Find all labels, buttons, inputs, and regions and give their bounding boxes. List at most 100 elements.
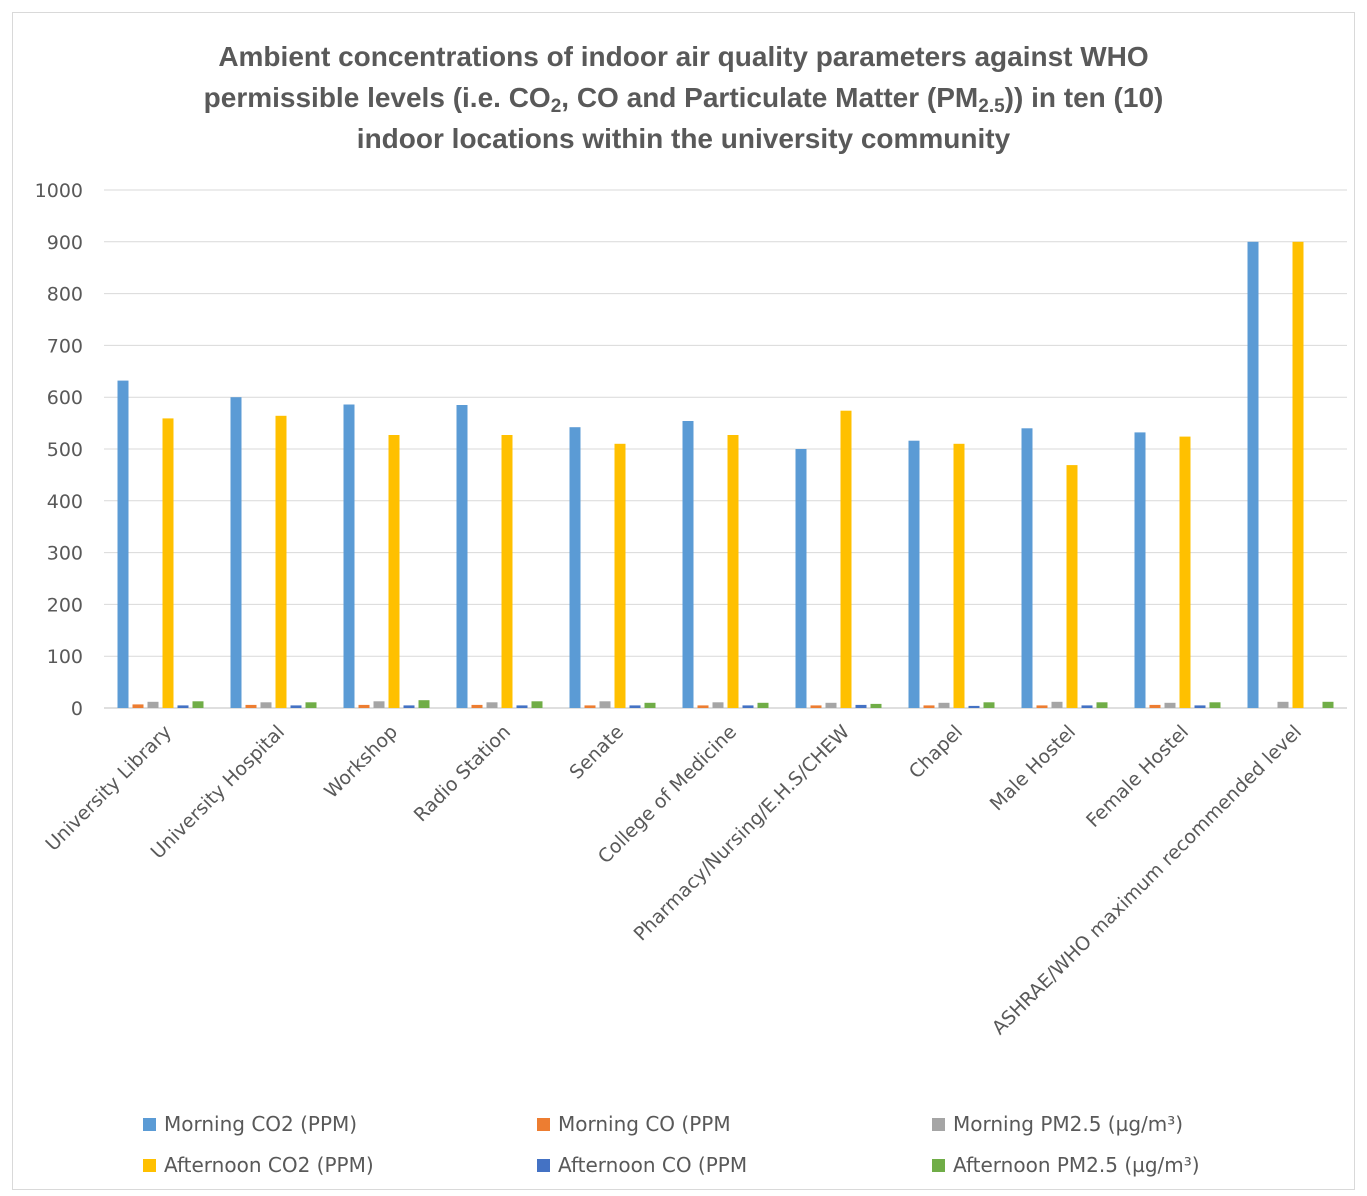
bar: [629, 705, 641, 708]
bar: [742, 705, 754, 708]
y-tick-label: 100: [47, 646, 83, 668]
bar: [1134, 432, 1146, 708]
legend-swatch: [932, 1158, 945, 1172]
y-tick-label: 900: [47, 232, 83, 254]
bar: [923, 705, 935, 708]
bar: [1164, 702, 1176, 708]
chart-title-line: permissible levels (i.e. CO2, CO and Par…: [0, 77, 1367, 118]
legend-swatch: [143, 1117, 156, 1131]
bar: [1209, 702, 1221, 708]
bar: [358, 704, 370, 708]
y-tick-label: 600: [47, 387, 83, 409]
bars: [117, 241, 1334, 709]
title-subscript: 2: [550, 96, 562, 117]
bar: [712, 702, 724, 708]
chart-title-line: indoor locations within the university c…: [0, 118, 1367, 159]
bar: [727, 435, 739, 708]
title-text: , CO and Particulate Matter (PM: [561, 82, 979, 113]
bar: [117, 380, 129, 708]
legend-label: Morning CO (PPM: [558, 1112, 731, 1136]
x-tick-label: Radio Station: [410, 721, 515, 826]
bar: [471, 704, 483, 708]
bar: [486, 702, 498, 708]
legend-swatch: [932, 1117, 945, 1131]
bar: [147, 701, 159, 708]
bar: [403, 705, 415, 708]
bar: [1036, 705, 1048, 708]
bar: [516, 705, 528, 708]
bar: [938, 702, 950, 708]
bar: [584, 705, 596, 708]
legend-label: Morning PM2.5 (µg/m³): [953, 1112, 1184, 1136]
bar: [1277, 701, 1289, 708]
y-axis-ticks: 0 100 200 300 400 500 600 700 800 900 1000: [35, 180, 83, 720]
legend-swatch: [537, 1158, 550, 1172]
title-text: )) in ten (10): [1004, 82, 1164, 113]
bar: [870, 703, 882, 708]
bar: [290, 705, 302, 708]
bar: [644, 702, 656, 708]
y-tick-label: 700: [47, 335, 83, 357]
bar: [305, 702, 317, 708]
bar: [795, 449, 807, 708]
bar: [697, 705, 709, 708]
x-tick-label: Female Hostel: [1082, 721, 1193, 832]
bar: [1247, 241, 1259, 709]
bar: [599, 701, 611, 708]
x-tick-label: Chapel: [905, 721, 967, 783]
bar: [1066, 465, 1078, 708]
bar: [855, 704, 867, 708]
bar: [373, 701, 385, 708]
bar: [531, 701, 543, 708]
y-tick-label: 800: [47, 284, 83, 306]
bar: [1292, 241, 1304, 709]
title-text: permissible levels (i.e. CO: [203, 82, 551, 113]
bar: [1051, 701, 1063, 708]
y-tick-label: 500: [47, 439, 83, 461]
bar: [275, 415, 287, 708]
bar: [983, 702, 995, 708]
bar: [343, 404, 355, 708]
legend-item: Morning PM2.5 (µg/m³): [932, 1112, 1183, 1136]
bar: [1194, 705, 1206, 708]
bar: [1179, 436, 1191, 708]
x-tick-label: University Library: [41, 721, 176, 856]
bar: [132, 704, 144, 708]
bar: [810, 705, 822, 708]
bar: [1096, 702, 1108, 708]
legend-item: Morning CO (PPM: [537, 1112, 731, 1136]
legend-label: Afternoon CO2 (PPM): [164, 1153, 374, 1177]
title-subscript: 2.5: [978, 96, 1005, 117]
x-tick-label: Workshop: [320, 721, 402, 803]
bar: [162, 418, 174, 708]
y-tick-label: 400: [47, 491, 83, 513]
bar: [1322, 701, 1334, 708]
gridlines: [104, 189, 1347, 709]
y-tick-label: 0: [71, 698, 83, 720]
legend-item: Afternoon CO (PPM: [537, 1153, 747, 1177]
legend-item: Afternoon PM2.5 (µg/m³): [932, 1153, 1200, 1177]
legend-label: Afternoon CO (PPM: [558, 1153, 748, 1177]
bar: [245, 704, 257, 708]
bar: [177, 705, 189, 708]
bar: [953, 443, 965, 708]
bar: [230, 397, 242, 708]
bar: [192, 701, 204, 708]
bar: [569, 427, 581, 708]
legend-swatch: [143, 1158, 156, 1172]
y-tick-label: 1000: [35, 180, 83, 202]
legend-swatch: [537, 1117, 550, 1131]
bar: [1021, 428, 1033, 708]
legend-item: Morning CO2 (PPM): [143, 1112, 357, 1136]
title-text: Ambient concentrations of indoor air qua…: [218, 41, 1149, 72]
chart-title: Ambient concentrations of indoor air qua…: [0, 36, 1367, 159]
bar: [418, 700, 430, 708]
legend-item: Afternoon CO2 (PPM): [143, 1153, 374, 1177]
x-tick-label: Pharmacy/Nursing/E.H.S/CHEW: [630, 721, 855, 946]
bar: [968, 705, 980, 708]
chart-title-line: Ambient concentrations of indoor air qua…: [0, 36, 1367, 77]
x-tick-label: Senate: [565, 721, 628, 784]
bar: [388, 435, 400, 708]
